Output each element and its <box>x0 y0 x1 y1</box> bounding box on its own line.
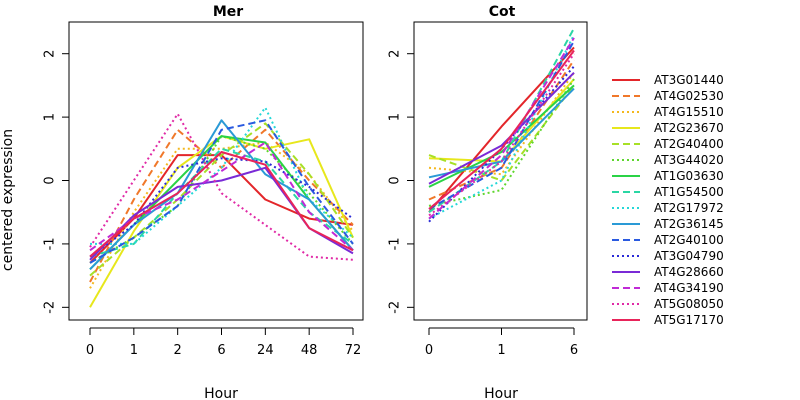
legend-entry: AT1G03630 <box>654 169 724 183</box>
mer-x-tick-label: 24 <box>257 343 274 358</box>
cot-y-tick-label: 1 <box>388 113 403 121</box>
mer-y-tick-label: 1 <box>43 113 58 121</box>
cot-y-tick-label: -1 <box>388 237 403 250</box>
cot-x-axis: 0 1 6 <box>425 327 578 358</box>
mer-x-tick-label: 72 <box>345 343 362 358</box>
cot-y-tick-label: 0 <box>388 176 403 184</box>
cot-series-at2g40100 <box>428 40 575 210</box>
cot-series-at5g08050 <box>428 53 575 217</box>
cot-series-at4g28660 <box>428 71 575 185</box>
cot-series-at1g03630 <box>428 84 575 188</box>
cot-plot-box <box>413 21 588 321</box>
cot-y-tick-label: 2 <box>388 50 403 58</box>
mer-x-tick-label: 1 <box>130 343 138 358</box>
mer-series-at2g36145 <box>89 119 354 271</box>
mer-series-at5g08050 <box>89 112 354 261</box>
mer-x-tick-label: 48 <box>301 343 318 358</box>
legend-entry: AT2G17972 <box>654 201 724 215</box>
legend-entry: AT5G17170 <box>654 313 724 327</box>
cot-series-lines <box>428 27 575 223</box>
mer-panel: Mer -2 -1 0 1 2 0 1 2 6 24 48 72 Hour <box>43 4 364 400</box>
cot-y-axis: -2 -1 0 1 2 <box>388 50 414 314</box>
legend-entry: AT3G04790 <box>654 249 724 263</box>
mer-series-at5g17170 <box>89 151 354 258</box>
cot-panel: Cot -2 -1 0 1 2 0 1 6 Hour <box>388 4 588 400</box>
mer-plot-box <box>68 21 364 321</box>
mer-series-at2g40100 <box>89 119 354 264</box>
mer-series-at4g02530 <box>89 128 354 283</box>
y-axis-label: centered expression <box>0 129 16 271</box>
mer-y-tick-label: -1 <box>43 237 58 250</box>
cot-y-tick-label: -2 <box>388 301 403 314</box>
mer-y-tick-label: -2 <box>43 301 58 314</box>
legend-entry: AT4G34190 <box>654 281 724 295</box>
mer-x-axis-label: Hour <box>204 386 238 400</box>
mer-y-tick-label: 2 <box>43 50 58 58</box>
mer-series-lines <box>89 106 354 308</box>
mer-x-axis: 0 1 2 6 24 48 72 <box>86 327 362 358</box>
mer-series-at3g04790 <box>89 157 354 258</box>
cot-series-at4g34190 <box>428 37 575 220</box>
mer-x-tick-label: 6 <box>217 343 225 358</box>
legend-entry: AT2G36145 <box>654 217 724 231</box>
mer-series-at2g40400 <box>89 122 354 277</box>
legend-entry: AT2G40100 <box>654 233 724 247</box>
mer-series-at4g15510 <box>89 141 354 289</box>
legend-entry: AT2G40400 <box>654 137 724 151</box>
cot-x-axis-label: Hour <box>484 386 518 400</box>
cot-x-tick-label: 0 <box>425 343 433 358</box>
legend-entry: AT3G01440 <box>654 73 724 87</box>
mer-title: Mer <box>213 4 243 20</box>
cot-series-at5g17170 <box>428 49 575 210</box>
mer-y-axis: -2 -1 0 1 2 <box>43 50 69 314</box>
cot-title: Cot <box>489 4 516 20</box>
cot-x-tick-label: 6 <box>570 343 578 358</box>
legend-entry: AT4G28660 <box>654 265 724 279</box>
legend: AT3G01440 AT4G02530 AT4G15510 AT2G23670 AT2G… <box>612 73 724 327</box>
legend-entry: AT3G44020 <box>654 153 724 167</box>
cot-x-tick-label: 1 <box>497 343 505 358</box>
mer-series-at4g34190 <box>89 141 354 252</box>
cot-series-at1g54500 <box>428 27 575 214</box>
mer-x-tick-label: 2 <box>174 343 182 358</box>
cot-series-at3g04790 <box>428 65 575 223</box>
legend-entry: AT4G02530 <box>654 89 724 103</box>
legend-entry: AT4G15510 <box>654 105 724 119</box>
mer-x-tick-label: 0 <box>86 343 94 358</box>
mer-y-tick-label: 0 <box>43 176 58 184</box>
legend-entry: AT1G54500 <box>654 185 724 199</box>
legend-entry: AT2G23670 <box>654 121 724 135</box>
legend-entry: AT5G08050 <box>654 297 724 311</box>
